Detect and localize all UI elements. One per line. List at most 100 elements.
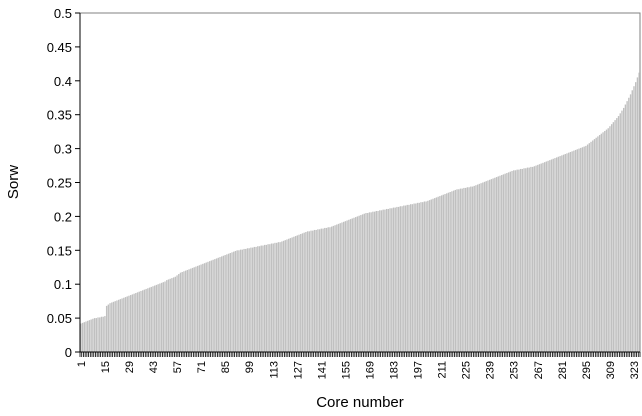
bar xyxy=(126,296,128,352)
bar xyxy=(509,171,511,352)
bar xyxy=(172,277,175,352)
y-tick-label: 0.45 xyxy=(47,40,72,55)
bar xyxy=(533,166,536,352)
bar xyxy=(124,297,127,352)
bar xyxy=(174,276,177,352)
bar xyxy=(286,239,288,352)
bar xyxy=(616,118,618,352)
bar xyxy=(315,229,317,352)
bar xyxy=(136,292,139,352)
bar xyxy=(415,203,417,352)
bar xyxy=(468,187,470,352)
bar xyxy=(322,228,324,352)
bar xyxy=(440,195,443,352)
x-tick-label: 323 xyxy=(629,361,641,379)
bar xyxy=(483,181,486,352)
bar xyxy=(425,201,427,352)
bar xyxy=(191,267,194,352)
bar xyxy=(573,150,575,352)
bar xyxy=(427,200,429,352)
bar xyxy=(334,225,336,352)
x-tick-label: 197 xyxy=(413,361,425,379)
bar xyxy=(459,188,462,352)
bar xyxy=(592,140,594,352)
bar xyxy=(504,173,506,352)
bar xyxy=(475,185,477,352)
bar xyxy=(449,191,451,352)
bar xyxy=(556,157,558,352)
bar xyxy=(129,295,132,352)
bar xyxy=(547,160,549,352)
bar xyxy=(288,238,290,352)
bar xyxy=(502,174,505,352)
bar xyxy=(202,263,204,352)
bar xyxy=(406,204,408,352)
x-tick-label: 281 xyxy=(557,361,569,379)
bar xyxy=(196,265,199,352)
bar xyxy=(348,219,350,352)
bar xyxy=(281,241,283,352)
bar xyxy=(179,272,182,352)
bar xyxy=(293,236,295,352)
bar xyxy=(542,162,544,352)
x-tick-label: 225 xyxy=(461,361,473,379)
bar xyxy=(561,155,563,352)
bar xyxy=(610,124,613,352)
bar xyxy=(236,250,238,352)
bar xyxy=(107,304,110,352)
bar xyxy=(635,82,637,352)
bar xyxy=(306,231,309,352)
bar xyxy=(123,297,125,352)
bar xyxy=(105,305,108,352)
bar xyxy=(401,206,403,352)
bar xyxy=(413,203,415,352)
bar xyxy=(566,153,568,352)
bar xyxy=(389,208,391,352)
bar xyxy=(535,165,537,352)
bar xyxy=(274,242,276,352)
bar xyxy=(368,212,371,352)
bar xyxy=(626,101,628,352)
bar xyxy=(246,248,249,352)
y-tick-label: 0.15 xyxy=(47,243,72,258)
bar xyxy=(360,215,362,352)
bar xyxy=(605,129,608,352)
bar xyxy=(327,227,329,352)
bar xyxy=(416,202,419,352)
y-tick-label: 0.05 xyxy=(47,311,72,326)
x-tick-label: 127 xyxy=(292,361,304,379)
bar xyxy=(88,320,91,352)
bar xyxy=(583,146,585,352)
bar xyxy=(152,286,154,352)
bar xyxy=(394,207,396,352)
bar xyxy=(559,156,561,352)
bar xyxy=(166,280,168,352)
bar xyxy=(404,205,407,352)
bar xyxy=(444,194,446,352)
bar xyxy=(499,175,501,352)
bar xyxy=(93,318,96,352)
bar xyxy=(353,217,355,352)
y-tick-label: 0 xyxy=(65,345,72,360)
bar xyxy=(585,145,587,352)
bar xyxy=(384,209,386,352)
bar xyxy=(160,282,163,352)
bar xyxy=(411,204,414,352)
bar xyxy=(92,318,94,352)
bar xyxy=(454,189,457,352)
bar xyxy=(121,298,123,352)
bar xyxy=(100,316,103,352)
bar xyxy=(497,176,499,352)
x-tick-label: 309 xyxy=(605,361,617,379)
bar xyxy=(530,166,532,352)
bar xyxy=(205,262,207,352)
bar xyxy=(90,319,92,352)
bar xyxy=(291,237,293,352)
x-tick-label: 99 xyxy=(244,361,256,373)
bar xyxy=(234,250,237,352)
bar xyxy=(116,300,118,352)
bar xyxy=(133,293,135,352)
bar xyxy=(300,234,302,352)
bar xyxy=(269,244,271,352)
bar xyxy=(598,135,601,352)
